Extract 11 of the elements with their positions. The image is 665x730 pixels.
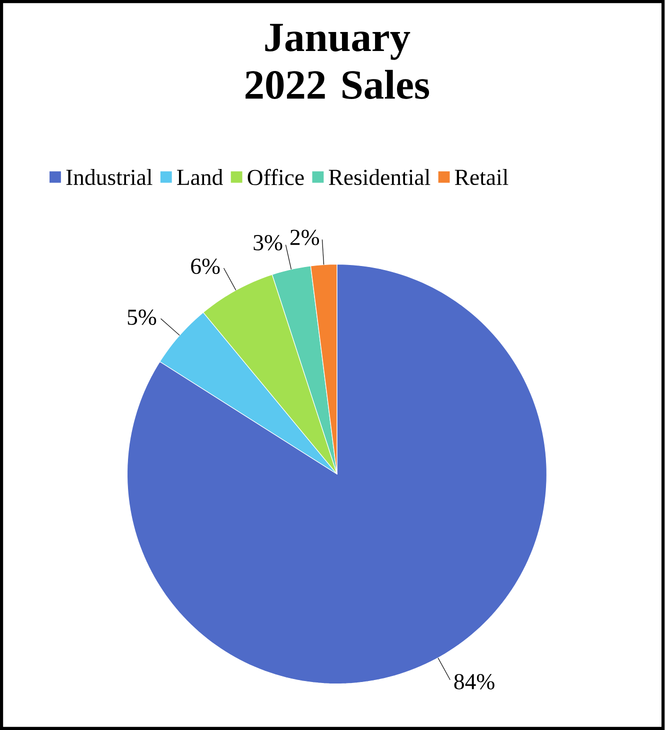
data-label: 3% (254, 234, 282, 250)
data-label: 6% (191, 258, 220, 274)
legend-label: Land (177, 169, 224, 186)
legend-label: Office (248, 168, 304, 186)
data-label: 5% (128, 310, 156, 325)
legend-label: Industrial (66, 169, 152, 186)
data-label: 84% (454, 674, 495, 690)
legend-label: Residential (329, 169, 430, 186)
legend-label: Retail (455, 169, 508, 186)
data-label: 2% (290, 230, 320, 246)
chart-title: January 2022 Sales (246, 24, 430, 99)
